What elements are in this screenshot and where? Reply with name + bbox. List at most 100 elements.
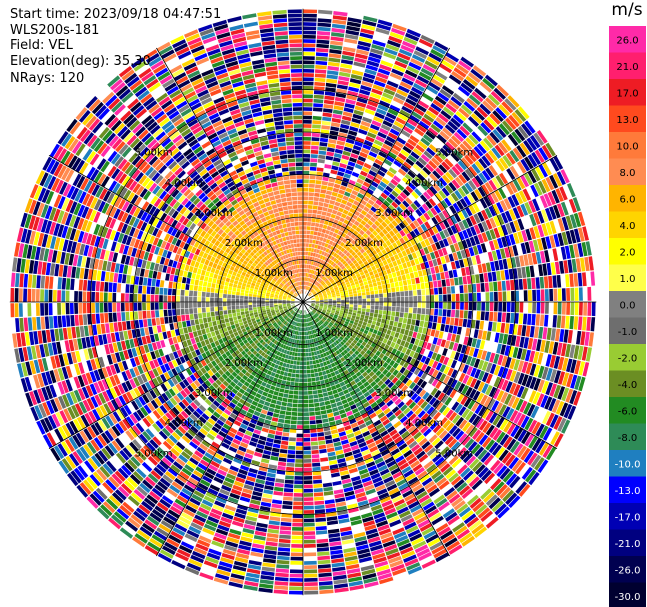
velocity-gate (263, 554, 277, 560)
velocity-gate (330, 385, 337, 391)
velocity-gate (204, 409, 213, 418)
velocity-gate (561, 357, 569, 372)
velocity-gate (176, 495, 189, 504)
velocity-gate (288, 337, 292, 342)
velocity-gate (183, 407, 192, 416)
velocity-gate (149, 389, 157, 399)
velocity-gate (307, 339, 310, 344)
velocity-gate (211, 283, 216, 288)
velocity-gate (146, 352, 153, 362)
velocity-gate (304, 310, 306, 314)
velocity-gate (481, 372, 489, 383)
velocity-gate (538, 442, 549, 456)
velocity-gate (327, 528, 340, 534)
velocity-gate (276, 312, 281, 316)
velocity-gate (305, 323, 307, 327)
velocity-gate (442, 348, 448, 356)
velocity-gate (197, 296, 202, 302)
velocity-gate (505, 473, 518, 486)
velocity-gate (426, 342, 432, 350)
velocity-gate (132, 425, 142, 436)
velocity-gate (312, 315, 316, 320)
velocity-gate (526, 404, 536, 417)
velocity-gate (399, 510, 411, 519)
velocity-gate (265, 300, 269, 302)
velocity-gate (368, 371, 375, 377)
velocity-gate (203, 560, 218, 569)
velocity-gate (337, 343, 343, 348)
velocity-gate (235, 374, 242, 381)
velocity-gate (388, 414, 397, 422)
velocity-gate (106, 460, 117, 473)
velocity-gate (417, 410, 426, 419)
velocity-gate (359, 408, 367, 415)
velocity-gate (291, 321, 295, 325)
velocity-gate (303, 467, 312, 472)
velocity-gate (223, 438, 232, 446)
velocity-gate (333, 411, 340, 417)
velocity-gate (304, 586, 319, 591)
velocity-gate (408, 401, 417, 410)
velocity-gate (110, 332, 116, 343)
velocity-gate (190, 554, 204, 564)
velocity-gate (404, 302, 409, 308)
velocity-gate (308, 348, 311, 353)
velocity-gate (262, 321, 267, 326)
velocity-gate (423, 530, 437, 540)
velocity-gate (387, 515, 400, 524)
velocity-gate (84, 412, 94, 425)
velocity-gate (193, 285, 198, 291)
velocity-gate (505, 492, 518, 505)
velocity-gate (263, 368, 269, 374)
velocity-gate (295, 308, 299, 313)
velocity-gate (330, 327, 335, 332)
velocity-gate (332, 407, 339, 413)
velocity-gate (163, 402, 171, 412)
velocity-gate (364, 524, 377, 531)
velocity-gate (225, 350, 231, 357)
velocity-gate (519, 400, 528, 413)
velocity-gate (242, 405, 249, 412)
velocity-gate (378, 445, 388, 453)
velocity-gate (48, 303, 53, 316)
velocity-gate (480, 394, 488, 406)
velocity-gate (265, 305, 270, 308)
velocity-gate (328, 455, 337, 461)
velocity-gate (311, 303, 315, 306)
velocity-gate (413, 511, 426, 521)
velocity-gate (353, 331, 358, 337)
velocity-gate (218, 355, 224, 362)
velocity-gate (378, 352, 385, 359)
velocity-gate (170, 447, 180, 457)
velocity-gate (109, 272, 114, 282)
velocity-gate (106, 261, 112, 272)
velocity-gate (327, 412, 334, 418)
velocity-gate (277, 555, 290, 561)
velocity-gate (387, 302, 392, 307)
velocity-gate (561, 387, 570, 402)
velocity-gate (174, 523, 188, 533)
velocity-gate (535, 314, 540, 326)
velocity-gate (548, 341, 555, 354)
velocity-gate (129, 311, 134, 321)
velocity-gate (407, 476, 419, 485)
velocity-gate (321, 319, 325, 323)
velocity-gate (563, 329, 569, 343)
velocity-gate (274, 304, 278, 307)
velocity-gate (319, 589, 334, 595)
velocity-gate (330, 353, 335, 359)
velocity-gate (413, 447, 423, 456)
velocity-gate (293, 488, 303, 493)
velocity-gate (105, 365, 113, 377)
velocity-gate (282, 304, 287, 307)
velocity-gate (114, 489, 127, 501)
velocity-gate (269, 375, 275, 381)
velocity-gate (337, 302, 341, 304)
velocity-gate (258, 355, 263, 360)
velocity-gate (265, 302, 269, 304)
velocity-gate (201, 413, 210, 421)
velocity-gate (239, 341, 245, 347)
velocity-gate (277, 365, 282, 371)
velocity-gate (213, 389, 221, 397)
velocity-gate (241, 438, 250, 445)
